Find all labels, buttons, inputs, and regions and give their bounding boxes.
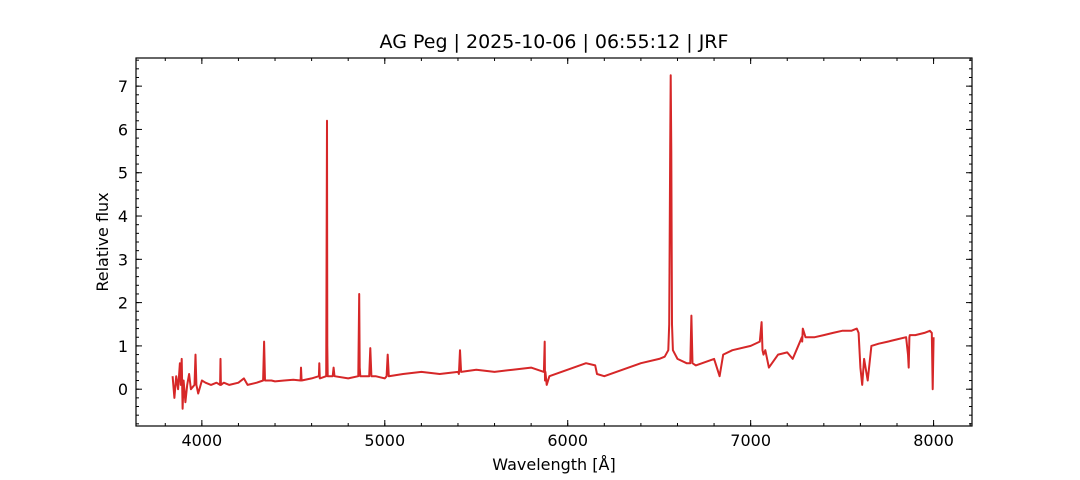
y-tick-label: 3 bbox=[118, 250, 128, 269]
chart-title: AG Peg | 2025-10-06 | 06:55:12 | JRF bbox=[380, 31, 729, 53]
spectrum-line bbox=[171, 74, 935, 410]
y-tick-label: 1 bbox=[118, 337, 128, 356]
y-axis-label: Relative flux bbox=[93, 192, 112, 291]
y-tick-label: 0 bbox=[118, 380, 128, 399]
y-tick-label: 7 bbox=[118, 77, 128, 96]
x-tick-label: 5000 bbox=[364, 431, 405, 450]
plot-frame bbox=[135, 57, 973, 427]
y-tick-label: 5 bbox=[118, 164, 128, 183]
x-axis-label: Wavelength [Å] bbox=[492, 455, 615, 474]
x-tick-label: 6000 bbox=[547, 431, 588, 450]
axis-ticks: 4000 5000 6000 7000 8000 0 1 2 3 4 5 6 7 bbox=[118, 58, 972, 450]
y-tick-label: 6 bbox=[118, 120, 128, 139]
x-tick-label: 8000 bbox=[913, 431, 954, 450]
series-layer bbox=[171, 74, 935, 410]
x-tick-label: 4000 bbox=[181, 431, 222, 450]
y-tick-label: 2 bbox=[118, 294, 128, 313]
y-tick-label: 4 bbox=[118, 207, 128, 226]
x-tick-label: 7000 bbox=[730, 431, 771, 450]
